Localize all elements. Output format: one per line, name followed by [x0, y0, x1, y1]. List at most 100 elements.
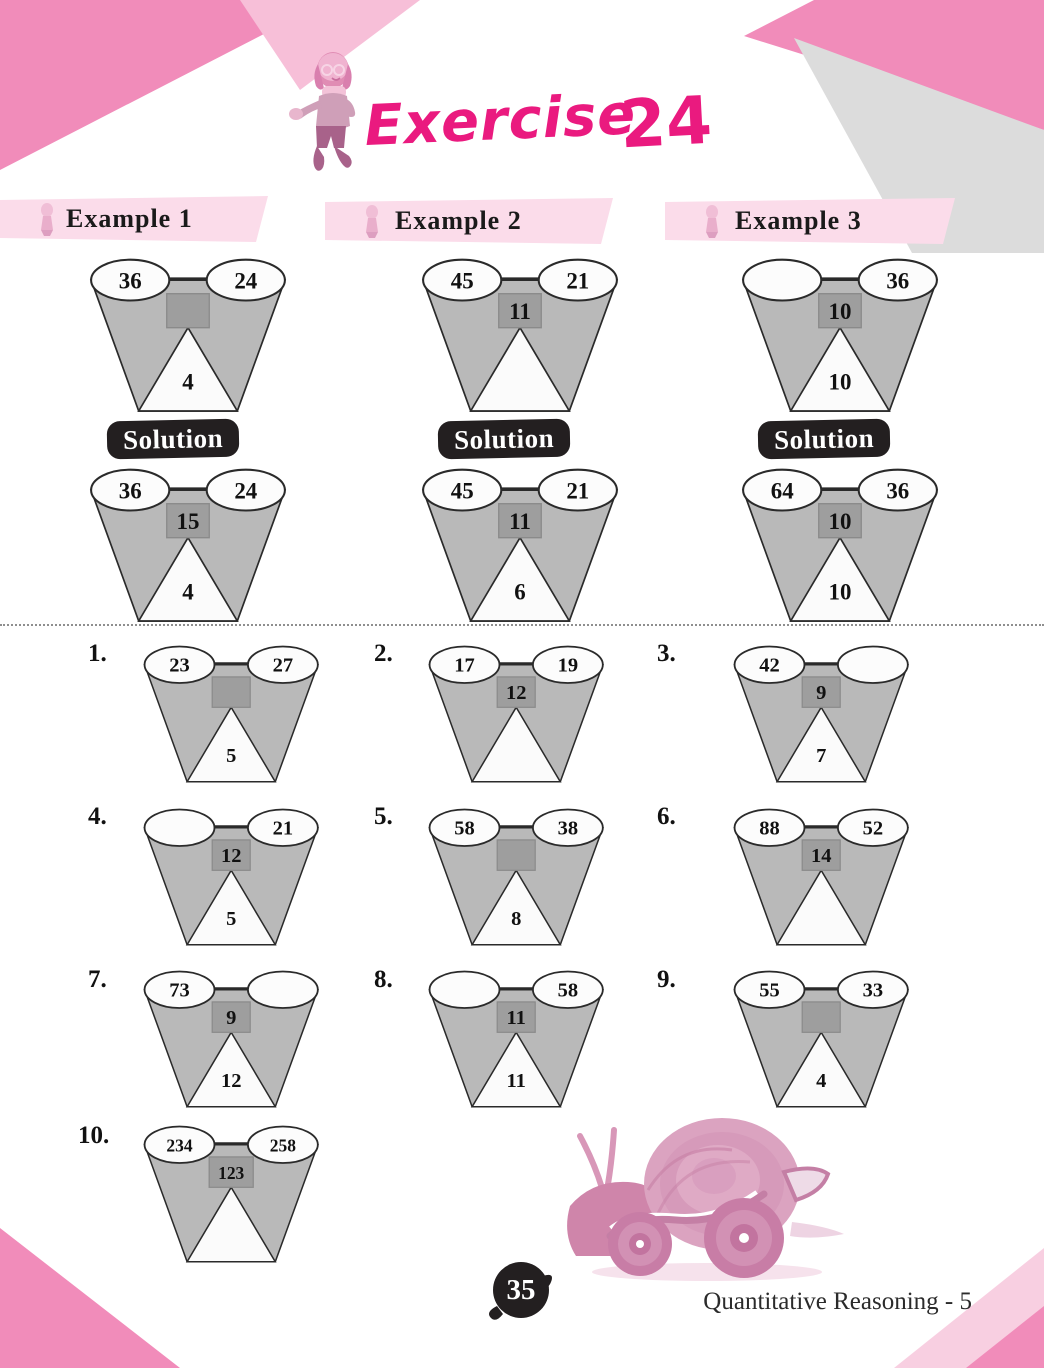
- svg-text:12: 12: [221, 1070, 242, 1092]
- jumping-girl-icon: [289, 52, 356, 171]
- example-3-problem-funnel: 36 10 10: [738, 258, 942, 420]
- svg-text:9: 9: [226, 1007, 236, 1029]
- example-banner-1: Example 1: [0, 196, 268, 242]
- svg-text:10: 10: [829, 580, 852, 605]
- page-header: Exercise 24: [0, 24, 1044, 174]
- svg-text:12: 12: [221, 845, 242, 867]
- example-2-solution-funnel: 45 21 11 6: [418, 468, 622, 630]
- example-1-solution-funnel: 36 24 15 4: [86, 468, 290, 630]
- example-3-solution-funnel: 64 36 10 10: [738, 468, 942, 630]
- svg-text:11: 11: [509, 299, 531, 324]
- svg-text:11: 11: [507, 1007, 526, 1029]
- solution-label: Solution: [453, 422, 555, 455]
- problem-number-9: 9.: [657, 966, 676, 993]
- svg-text:58: 58: [558, 980, 579, 1002]
- exercise-7-funnel: 73 9 12: [140, 970, 322, 1114]
- svg-text:55: 55: [759, 980, 780, 1002]
- exercise-1-funnel: 23 27 5: [140, 645, 322, 789]
- svg-text:88: 88: [759, 818, 780, 840]
- svg-text:8: 8: [511, 908, 521, 930]
- exercise-4-funnel: 21 12 5: [140, 808, 322, 952]
- ribbon-badge-icon: [366, 205, 378, 238]
- example-banner-label: Example 3: [735, 206, 862, 235]
- svg-text:10: 10: [829, 370, 852, 395]
- problem-number-4: 4.: [88, 803, 107, 830]
- problem-number-1: 1.: [88, 640, 107, 667]
- page-title-text: Exercise: [363, 82, 638, 159]
- problem-number-6: 6.: [657, 803, 676, 830]
- exercise-8-funnel: 58 11 11: [425, 970, 607, 1114]
- svg-text:45: 45: [451, 478, 474, 503]
- svg-text:4: 4: [816, 1070, 826, 1092]
- page-number: 35: [506, 1273, 536, 1306]
- exercise-3-funnel: 42 9 7: [730, 645, 912, 789]
- svg-text:64: 64: [771, 478, 794, 503]
- svg-text:4: 4: [182, 580, 194, 605]
- svg-text:24: 24: [234, 268, 257, 293]
- svg-text:4: 4: [182, 370, 194, 395]
- example-1-problem-funnel: 36 24 4: [86, 258, 290, 420]
- example-banner-3: Example 3: [665, 198, 955, 244]
- snail-on-wheels-icon: [567, 1118, 844, 1281]
- svg-text:36: 36: [119, 478, 142, 503]
- example-banner-2: Example 2: [325, 198, 613, 244]
- svg-text:123: 123: [218, 1163, 244, 1183]
- problem-number-10: 10.: [78, 1122, 110, 1149]
- footer-label: Quantitative Reasoning - 5: [703, 1288, 972, 1315]
- ribbon-badge-icon: [706, 205, 718, 238]
- exercise-2-funnel: 17 19 12: [425, 645, 607, 789]
- exercise-6-funnel: 88 52 14: [730, 808, 912, 952]
- exercise-5-funnel: 58 38 8: [425, 808, 607, 952]
- svg-text:11: 11: [509, 509, 531, 534]
- svg-text:6: 6: [514, 580, 525, 605]
- svg-text:36: 36: [119, 268, 142, 293]
- svg-text:45: 45: [451, 268, 474, 293]
- svg-text:73: 73: [169, 980, 190, 1002]
- example-banner-label: Example 1: [66, 204, 193, 233]
- solution-pill-1: Solution: [106, 418, 240, 460]
- solution-pill-3: Solution: [757, 418, 891, 460]
- problem-number-7: 7.: [88, 966, 107, 993]
- corner-decoration-bottom-right-dark: [966, 1306, 1044, 1368]
- svg-text:24: 24: [234, 478, 257, 503]
- exercise-10-funnel: 234 258 123: [140, 1125, 322, 1269]
- problem-number-8: 8.: [374, 966, 393, 993]
- svg-text:36: 36: [886, 478, 909, 503]
- svg-text:10: 10: [829, 509, 852, 534]
- svg-text:21: 21: [566, 268, 589, 293]
- exercise-9-funnel: 55 33 4: [730, 970, 912, 1114]
- problem-number-2: 2.: [374, 640, 393, 667]
- svg-text:33: 33: [863, 980, 884, 1002]
- svg-text:19: 19: [558, 655, 579, 677]
- svg-text:38: 38: [558, 818, 579, 840]
- svg-text:11: 11: [507, 1070, 526, 1092]
- page-title-number: 24: [618, 81, 714, 164]
- page-title: Exercise: [363, 82, 637, 159]
- svg-text:21: 21: [566, 478, 589, 503]
- svg-text:23: 23: [169, 655, 190, 677]
- svg-text:12: 12: [506, 682, 527, 704]
- svg-text:52: 52: [863, 818, 884, 840]
- svg-text:15: 15: [177, 509, 200, 534]
- page-badge-icon: [489, 1262, 552, 1320]
- svg-text:5: 5: [226, 908, 236, 930]
- section-divider: [0, 624, 1044, 626]
- example-banner-label: Example 2: [395, 206, 522, 235]
- svg-text:5: 5: [226, 745, 236, 767]
- svg-text:58: 58: [454, 818, 475, 840]
- svg-text:17: 17: [454, 655, 475, 677]
- problem-number-5: 5.: [374, 803, 393, 830]
- svg-text:258: 258: [270, 1136, 296, 1156]
- svg-text:21: 21: [273, 818, 294, 840]
- svg-text:27: 27: [273, 655, 294, 677]
- svg-text:7: 7: [816, 745, 826, 767]
- svg-text:9: 9: [816, 682, 826, 704]
- svg-text:36: 36: [886, 268, 909, 293]
- solution-label: Solution: [773, 422, 875, 455]
- solution-label: Solution: [122, 422, 224, 455]
- svg-text:234: 234: [166, 1136, 192, 1156]
- svg-text:14: 14: [811, 845, 832, 867]
- svg-text:10: 10: [829, 299, 852, 324]
- ribbon-badge-icon: [41, 203, 53, 236]
- solution-pill-2: Solution: [437, 418, 571, 460]
